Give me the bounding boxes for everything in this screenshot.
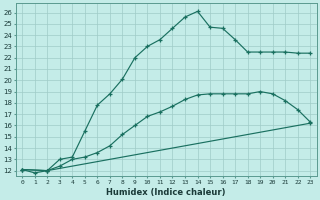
- X-axis label: Humidex (Indice chaleur): Humidex (Indice chaleur): [107, 188, 226, 197]
